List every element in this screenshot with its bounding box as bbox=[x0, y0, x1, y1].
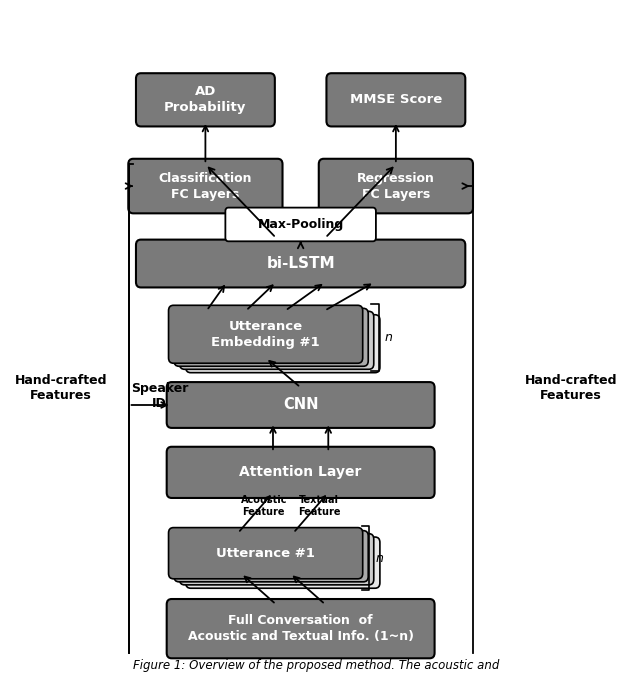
Text: Textual
Feature: Textual Feature bbox=[298, 495, 340, 517]
FancyBboxPatch shape bbox=[128, 159, 283, 213]
FancyBboxPatch shape bbox=[179, 312, 374, 369]
Text: Max-Pooling: Max-Pooling bbox=[257, 218, 344, 231]
Text: Hand-crafted
Features: Hand-crafted Features bbox=[525, 374, 617, 402]
Text: bi-LSTM: bi-LSTM bbox=[266, 256, 335, 271]
Text: AD
Probability: AD Probability bbox=[164, 85, 246, 115]
Text: n: n bbox=[385, 331, 392, 344]
Text: Full Conversation  of
Acoustic and Textual Info. (1~n): Full Conversation of Acoustic and Textua… bbox=[188, 614, 413, 643]
FancyBboxPatch shape bbox=[167, 382, 435, 428]
FancyBboxPatch shape bbox=[186, 537, 380, 589]
FancyBboxPatch shape bbox=[226, 207, 376, 241]
FancyBboxPatch shape bbox=[169, 528, 363, 579]
FancyBboxPatch shape bbox=[186, 314, 380, 372]
Text: CNN: CNN bbox=[283, 398, 319, 413]
FancyBboxPatch shape bbox=[319, 159, 473, 213]
FancyBboxPatch shape bbox=[169, 306, 363, 364]
Text: n: n bbox=[375, 552, 384, 565]
Text: Utterance #1: Utterance #1 bbox=[216, 547, 315, 560]
FancyBboxPatch shape bbox=[179, 534, 374, 585]
Text: MMSE Score: MMSE Score bbox=[349, 93, 442, 106]
Text: Acoustic
Feature: Acoustic Feature bbox=[241, 495, 287, 517]
Text: Hand-crafted
Features: Hand-crafted Features bbox=[15, 374, 107, 402]
FancyBboxPatch shape bbox=[174, 531, 368, 582]
FancyBboxPatch shape bbox=[327, 73, 465, 126]
FancyBboxPatch shape bbox=[136, 239, 465, 287]
Text: Attention Layer: Attention Layer bbox=[240, 465, 362, 479]
FancyBboxPatch shape bbox=[136, 73, 275, 126]
Text: Utterance
Embedding #1: Utterance Embedding #1 bbox=[211, 320, 320, 349]
Text: Figure 1: Overview of the proposed method. The acoustic and: Figure 1: Overview of the proposed metho… bbox=[133, 659, 499, 672]
FancyBboxPatch shape bbox=[174, 308, 368, 366]
FancyBboxPatch shape bbox=[167, 447, 435, 498]
Text: Classification
FC Layers: Classification FC Layers bbox=[159, 172, 252, 201]
FancyBboxPatch shape bbox=[167, 599, 435, 658]
Text: Regression
FC Layers: Regression FC Layers bbox=[357, 172, 435, 201]
Text: Speaker
ID: Speaker ID bbox=[131, 382, 188, 411]
